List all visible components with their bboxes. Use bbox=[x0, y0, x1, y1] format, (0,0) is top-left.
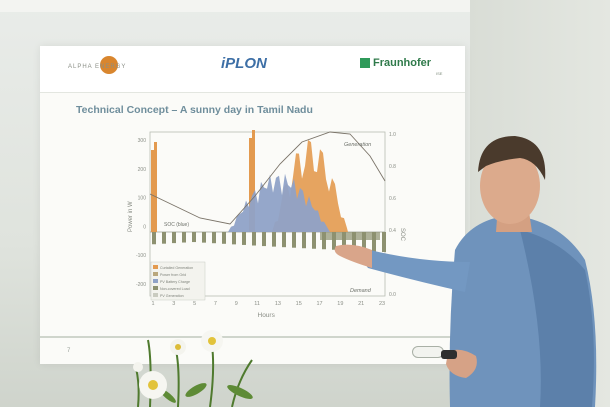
demand-bar bbox=[252, 232, 256, 246]
y-tick-left: 300 bbox=[138, 138, 147, 144]
x-tick: 1 bbox=[151, 301, 154, 307]
demand-bar bbox=[362, 232, 366, 252]
legend-swatch bbox=[153, 272, 158, 276]
demand-bar bbox=[242, 232, 246, 245]
demand-bar bbox=[342, 232, 346, 251]
alpha-energy-logo-mark bbox=[100, 56, 118, 74]
x-tick: 5 bbox=[193, 301, 196, 307]
clicker bbox=[441, 350, 457, 359]
demand-bar bbox=[182, 232, 186, 243]
demand-bar bbox=[232, 232, 236, 245]
demand-bar bbox=[292, 232, 296, 248]
y-axis-label-right: SOC bbox=[399, 228, 405, 242]
legend-box bbox=[150, 261, 206, 301]
demand-bar bbox=[372, 232, 376, 252]
demand-bar bbox=[152, 232, 156, 245]
legend-swatch bbox=[153, 265, 158, 269]
x-tick: 13 bbox=[275, 301, 281, 307]
x-tick: 17 bbox=[316, 301, 322, 307]
demand-bar bbox=[282, 232, 286, 248]
demand-bar bbox=[172, 232, 176, 244]
iplon-logo: iPLON bbox=[221, 55, 267, 72]
presenter-arm bbox=[364, 250, 470, 292]
y-tick-right: 0.0 bbox=[389, 292, 396, 298]
demand-block bbox=[320, 232, 380, 240]
demand-bar bbox=[262, 232, 266, 247]
legend-entry: Curtailed Generation bbox=[160, 266, 193, 270]
y-tick-left: 100 bbox=[138, 196, 147, 202]
y-tick-left: 200 bbox=[138, 167, 147, 173]
demand-bar bbox=[352, 232, 356, 251]
legend-entry: Power from Grid bbox=[160, 273, 186, 277]
demand-bar bbox=[222, 232, 226, 244]
presenter-hair bbox=[478, 136, 546, 180]
annotation-generation: Generation bbox=[344, 142, 371, 148]
legend-swatch bbox=[153, 293, 158, 297]
presenter-hand bbox=[334, 244, 372, 268]
projection-screen: ALPHA ENERGY iPLON Fraunhofer ISE Techni… bbox=[40, 46, 465, 364]
demand-bar bbox=[192, 232, 196, 243]
curtailed-spike bbox=[249, 138, 252, 232]
y-tick-left: -200 bbox=[136, 282, 146, 288]
curtailed-spike bbox=[154, 142, 157, 232]
x-axis-label: Hours bbox=[258, 312, 276, 319]
x-tick: 7 bbox=[214, 301, 217, 307]
alpha-energy-logo: ALPHA ENERGY bbox=[68, 64, 127, 70]
y-tick-right: 0.8 bbox=[389, 164, 396, 170]
y-tick-left: -100 bbox=[136, 253, 146, 259]
footer-line bbox=[40, 336, 465, 338]
legend-entry: PV Battery Charge bbox=[160, 280, 190, 284]
demand-bar bbox=[302, 232, 306, 249]
fraunhofer-sub-logo: ISE bbox=[436, 71, 443, 76]
logo-bar: ALPHA ENERGY iPLON Fraunhofer ISE bbox=[40, 46, 465, 93]
slide-title: Technical Concept – A sunny day in Tamil… bbox=[76, 104, 313, 116]
daisy-4 bbox=[133, 362, 143, 372]
legend-entry: PV Generation bbox=[160, 294, 184, 298]
demand-bar bbox=[162, 232, 166, 244]
battery-charge-area bbox=[228, 173, 330, 232]
y-axis-label-left: Power in W bbox=[128, 201, 134, 232]
curtailed-spike bbox=[252, 130, 255, 232]
demand-bar bbox=[272, 232, 276, 247]
x-tick: 19 bbox=[337, 301, 343, 307]
energy-chart: 3002001000-100-2001.00.80.60.40.20.01357… bbox=[128, 130, 405, 319]
demand-bar bbox=[382, 232, 386, 252]
y-tick-left: 0 bbox=[143, 224, 146, 230]
x-tick: 3 bbox=[172, 301, 175, 307]
legend-swatch bbox=[153, 286, 158, 290]
y-tick-right: 0.6 bbox=[389, 196, 396, 202]
x-tick: 9 bbox=[235, 301, 238, 307]
daisy-2 bbox=[201, 330, 223, 352]
page-number: 7 bbox=[67, 348, 71, 354]
demand-bar bbox=[322, 232, 326, 250]
presenter-shirt-shade bbox=[520, 230, 594, 407]
annotation-demand: Demand bbox=[350, 288, 372, 294]
daisy-1 bbox=[139, 371, 167, 399]
legend-swatch bbox=[153, 279, 158, 283]
annotation-soc: SOC (blue) bbox=[164, 222, 189, 228]
x-tick: 23 bbox=[379, 301, 385, 307]
y-tick-right: 0.4 bbox=[389, 228, 396, 234]
demand-bar bbox=[202, 232, 206, 243]
demand-bar bbox=[312, 232, 316, 249]
y-tick-right: 1.0 bbox=[389, 132, 396, 138]
fraunhofer-logo-mark bbox=[360, 58, 370, 68]
presenter-head bbox=[480, 148, 540, 224]
ceiling bbox=[0, 0, 610, 12]
x-tick: 11 bbox=[254, 301, 260, 307]
x-tick: 21 bbox=[358, 301, 364, 307]
demand-bar bbox=[212, 232, 216, 244]
chart-frame bbox=[149, 131, 386, 297]
fraunhofer-logo: Fraunhofer bbox=[373, 57, 432, 69]
curtailed-spike bbox=[151, 150, 154, 232]
daisy-3 bbox=[170, 339, 186, 355]
x-tick: 15 bbox=[296, 301, 302, 307]
demand-bar bbox=[332, 232, 336, 250]
legend-entry: Non-covered Load bbox=[160, 287, 190, 291]
soc-line bbox=[149, 131, 386, 225]
